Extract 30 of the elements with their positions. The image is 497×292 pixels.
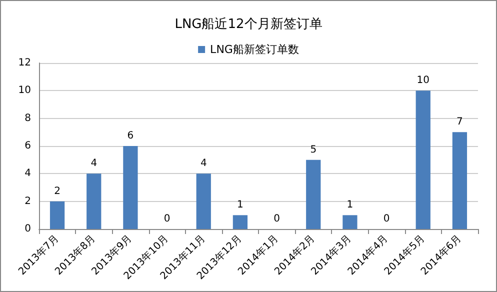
y-tick-label: 0 — [24, 224, 31, 234]
data-label: 1 — [346, 200, 354, 211]
bar — [452, 132, 468, 229]
y-tick-label: 10 — [18, 85, 31, 96]
data-label: 1 — [237, 200, 244, 211]
data-label: 0 — [164, 214, 170, 224]
y-tick-label: 2 — [24, 196, 31, 207]
data-label: 4 — [90, 158, 98, 170]
bar — [232, 215, 248, 229]
y-tick-label: 12 — [18, 58, 31, 68]
bar — [196, 174, 211, 229]
y-tick-label: 6 — [24, 140, 31, 152]
bar — [306, 160, 321, 229]
data-label: 5 — [310, 144, 317, 156]
y-tick-label: 8 — [24, 112, 31, 124]
data-label: 10 — [416, 75, 430, 86]
bar — [50, 201, 65, 229]
bar — [416, 90, 430, 229]
data-label: 0 — [274, 214, 280, 224]
data-label: 4 — [200, 158, 207, 170]
bar — [86, 174, 102, 229]
bar — [342, 215, 358, 229]
data-label: 6 — [127, 130, 134, 142]
data-label: 7 — [456, 116, 463, 128]
data-label: 2 — [54, 186, 60, 197]
bar — [123, 146, 138, 229]
y-tick-label: 4 — [24, 168, 31, 180]
chart-title: LNG船近12个月新签订单 — [174, 17, 322, 32]
legend-label: LNG船新签订单数 — [210, 43, 299, 56]
data-label: 0 — [383, 214, 390, 224]
